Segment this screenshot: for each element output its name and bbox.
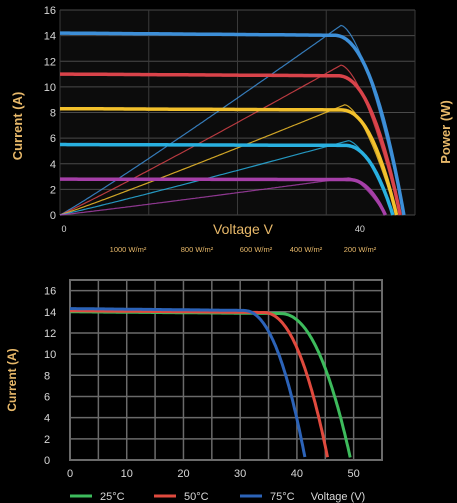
chart2-x-tick: 50 — [348, 468, 360, 480]
chart2-x-tick: 10 — [121, 468, 133, 480]
chart1-y-axis-label: Current (A) — [10, 92, 25, 161]
chart2-y-tick: 8 — [44, 370, 50, 382]
chart2-y-axis-label: Current (A) — [5, 348, 19, 411]
chart1-x-axis-label: Voltage V — [213, 221, 274, 237]
chart2-x-tick: 20 — [177, 468, 189, 480]
chart1-power-curve — [59, 104, 398, 216]
temperature-iv-chart: 0 2 4 6 8 10 12 14 16 0 10 20 30 40 50 Current (A) 25… — [0, 262, 457, 503]
chart1-y-tick: 12 — [44, 56, 56, 68]
chart1-x-tick-labels: 0 40 — [61, 224, 364, 234]
chart2-y-tick: 14 — [44, 307, 56, 319]
chart1-series-line — [60, 142, 395, 216]
chart1-power-curve — [59, 64, 401, 216]
chart2-y-tick: 4 — [44, 413, 50, 425]
chart1-legend-entry: 400 W/m² — [290, 245, 323, 254]
chart1-x-tick: 0 — [61, 224, 66, 234]
chart1-y-tick: 0 — [50, 210, 56, 222]
chart1-legend-entry: 200 W/m² — [344, 245, 377, 254]
chart2-legend-entry: 50°C — [184, 491, 209, 503]
chart1-right-axis-label: Power (W) — [438, 100, 453, 164]
chart2-y-tick: 6 — [44, 391, 50, 403]
chart1-series-line — [60, 72, 402, 216]
chart2-x-tick-labels: 0 10 20 30 40 50 — [67, 468, 360, 480]
chart1-x-tick: 40 — [355, 224, 365, 234]
chart1-y-tick: 8 — [50, 108, 56, 120]
chart1-legend-entry: 600 W/m² — [240, 245, 273, 254]
chart2-y-tick-labels: 0 2 4 6 8 10 12 14 16 — [44, 286, 56, 467]
chart2-x-axis-label: Voltage (V) — [311, 491, 365, 503]
chart1-y-tick: 6 — [50, 133, 56, 145]
chart1-legend: 1000 W/m² 800 W/m² 600 W/m² 400 W/m² 200 W/m… — [110, 245, 377, 254]
chart2-legend-entry: 75°C — [270, 491, 295, 503]
chart1-series-line — [60, 31, 406, 216]
chart1-series-line — [60, 106, 399, 216]
chart1-y-tick: 2 — [50, 184, 56, 196]
chart1-y-tick: 4 — [50, 159, 56, 171]
chart1-legend-entry: 1000 W/m² — [110, 245, 147, 254]
chart1-current-curves — [60, 31, 406, 216]
chart2-y-tick: 16 — [44, 286, 56, 298]
chart2-y-tick: 0 — [44, 455, 50, 467]
chart1-legend-entry: 800 W/m² — [181, 245, 214, 254]
chart2-x-tick: 30 — [234, 468, 246, 480]
chart2-x-tick: 0 — [67, 468, 73, 480]
chart1-y-tick-labels: 0 2 4 6 8 10 12 14 16 — [44, 5, 56, 222]
chart1-y-tick: 14 — [44, 31, 56, 43]
chart2-legend: 25°C 50°C 75°C — [70, 491, 295, 503]
chart2-y-tick: 2 — [44, 434, 50, 446]
chart2-y-tick: 12 — [44, 328, 56, 340]
chart1-y-tick: 10 — [44, 82, 56, 94]
chart2-legend-entry: 25°C — [100, 491, 125, 503]
chart2-series-line — [69, 307, 307, 458]
chart2-series-line — [69, 309, 329, 458]
chart2-y-tick: 10 — [44, 349, 56, 361]
chart2-current-curves — [69, 307, 352, 458]
chart1-y-tick: 16 — [44, 5, 56, 17]
chart2-x-tick: 40 — [291, 468, 303, 480]
chart2-plot-frame — [69, 279, 383, 461]
chart1-series-line — [60, 177, 387, 216]
